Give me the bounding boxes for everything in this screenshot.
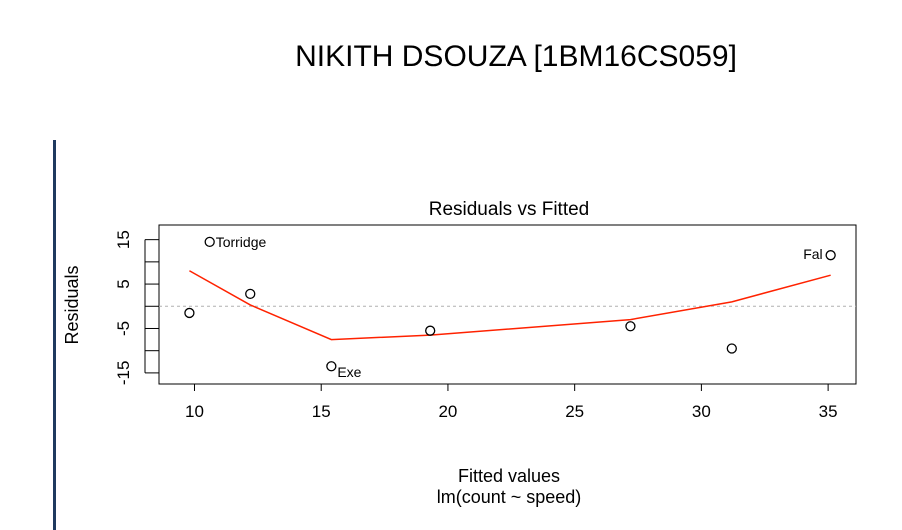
slide-title: NIKITH DSOUZA [1BM16CS059] [295, 40, 737, 73]
data-point [326, 361, 337, 372]
data-point [245, 288, 256, 299]
data-point [184, 307, 195, 319]
x-tick-label: 25 [565, 402, 584, 421]
smoother-line [189, 270, 831, 341]
y-tick-label: 5 [114, 279, 133, 288]
y-tick-label: -15 [114, 361, 133, 386]
y-axis-label: Residuals [62, 265, 82, 344]
chart-subtitle: lm(count ~ speed) [437, 487, 582, 507]
point-label: Torridge [216, 234, 267, 250]
x-tick-label: 15 [312, 402, 331, 421]
data-point [825, 250, 836, 261]
data-point [425, 325, 436, 336]
point-label: Fal [803, 246, 822, 262]
y-tick-label: -5 [114, 321, 133, 336]
x-tick-label: 35 [819, 402, 838, 421]
data-point [204, 236, 215, 248]
accent-bar [53, 140, 56, 530]
data-point [625, 321, 636, 332]
point-label: Exe [337, 364, 361, 380]
x-tick-label: 10 [185, 402, 204, 421]
chart-title: Residuals vs Fitted [429, 199, 590, 220]
plot-frame [158, 224, 857, 385]
x-tick-label: 30 [692, 402, 711, 421]
y-tick-label: 15 [114, 230, 133, 249]
x-tick-label: 20 [438, 402, 457, 421]
data-point [726, 343, 737, 354]
x-axis-label: Fitted values [458, 466, 560, 486]
